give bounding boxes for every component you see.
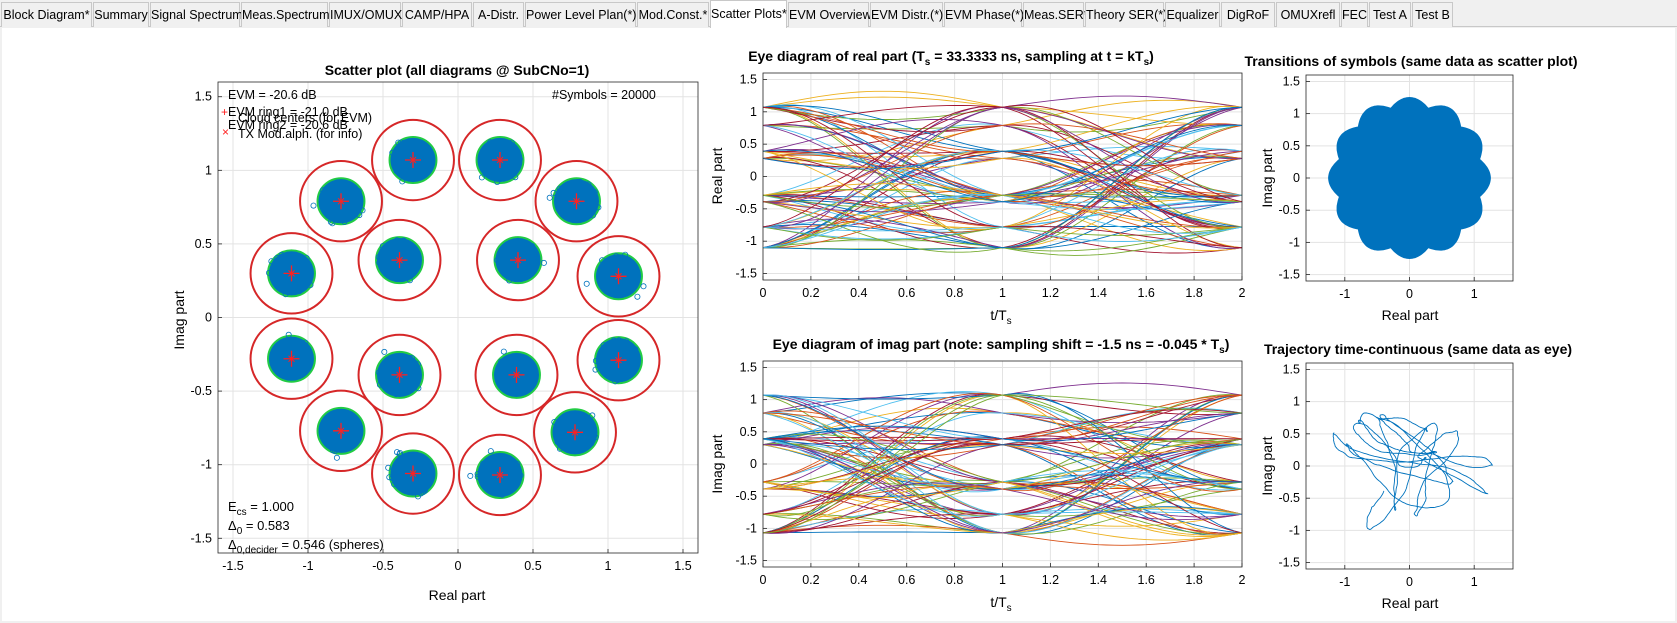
eye-imag-xtick-label: 0.8 — [946, 573, 963, 587]
eye-imag-title: Eye diagram of imag part (note: sampling… — [773, 336, 1230, 356]
scatter-ytick-label: 0 — [205, 311, 212, 325]
trajectory-ytick-label: 1 — [1293, 395, 1300, 409]
transitions-ytick-label: 0.5 — [1283, 139, 1300, 153]
scatter-xtick-label: -0.5 — [372, 559, 394, 573]
scatter-ytick-label: 1.5 — [195, 90, 212, 104]
eye-real-ylabel: Real part — [709, 147, 725, 204]
figure-canvas: Scatter plot (all diagrams @ SubCNo=1) -… — [0, 0, 1677, 623]
eye-real-xtick-label: 0.6 — [898, 286, 915, 300]
eye-imag-xtick-label: 1.2 — [1042, 573, 1059, 587]
scatter-ytick-label: -1 — [201, 458, 212, 472]
eye-real-ytick-label: -0.5 — [735, 202, 757, 216]
eye-imag-xtick-label: 0 — [760, 573, 767, 587]
transitions-plot: Transitions of symbols (same data as sca… — [1245, 53, 1578, 323]
eye-real-ytick-label: -1.5 — [735, 267, 757, 281]
scatter-plot: Scatter plot (all diagrams @ SubCNo=1) -… — [171, 62, 698, 603]
scatter-xtick-label: 1.5 — [674, 559, 691, 573]
eye-imag-ytick-label: 0 — [750, 457, 757, 471]
eye-real-xtick-label: 0.4 — [850, 286, 867, 300]
scatter-xtick-label: 1 — [605, 559, 612, 573]
trajectory-ytick-label: 0.5 — [1283, 427, 1300, 441]
transitions-ytick-label: 1.5 — [1283, 74, 1300, 88]
trajectory-ytick-label: -1.5 — [1278, 556, 1300, 570]
trajectory-xtick-label: -1 — [1339, 575, 1350, 589]
transitions-ylabel: Imag part — [1259, 148, 1275, 207]
eye-imag-xlabel: t/Ts — [990, 594, 1011, 614]
scatter-plot-title: Scatter plot (all diagrams @ SubCNo=1) — [325, 62, 590, 78]
eye-real-ytick-label: 0 — [750, 170, 757, 184]
scatter-xtick-label: -1.5 — [222, 559, 244, 573]
eye-imag-ytick-label: -1.5 — [735, 554, 757, 568]
eye-imag-ytick-label: 1.5 — [740, 360, 757, 374]
eye-imag-xtick-label: 0.2 — [802, 573, 819, 587]
transitions-title: Transitions of symbols (same data as sca… — [1245, 53, 1578, 69]
eye-real-xtick-label: 0.2 — [802, 286, 819, 300]
eye-imag-ytick-label: -0.5 — [735, 489, 757, 503]
trajectory-ylabel: Imag part — [1259, 436, 1275, 495]
scatter-xtick-label: 0 — [455, 559, 462, 573]
eye-real-ytick-label: 1.5 — [740, 72, 757, 86]
evm-readout: EVM = -20.6 dB — [228, 88, 317, 102]
scatter-ylabel: Imag part — [171, 290, 187, 349]
eye-real-title: Eye diagram of real part (Ts = 33.3333 n… — [748, 48, 1154, 68]
eye-imag-ytick-label: 0.5 — [740, 425, 757, 439]
scatter-ytick-label: -1.5 — [190, 531, 212, 545]
trajectory-xtick-label: 0 — [1406, 575, 1413, 589]
trajectory-ytick-label: 1.5 — [1283, 362, 1300, 376]
scatter-legend: + Cloud centers (for EVM) EVM ring1 = -2… — [221, 105, 372, 141]
eye-real-xtick-label: 0 — [760, 286, 767, 300]
trajectory-xlabel: Real part — [1382, 595, 1439, 611]
eye-imag-ytick-label: 1 — [750, 393, 757, 407]
transitions-ytick-label: -1 — [1289, 235, 1300, 249]
legend-tx-mod-alph: TX Mod.alph. (for info) — [238, 127, 362, 141]
eye-real-ytick-label: 0.5 — [740, 137, 757, 151]
eye-real-xtick-label: 2 — [1239, 286, 1246, 300]
symbols-count: #Symbols = 20000 — [552, 88, 656, 102]
trajectory-ytick-label: -1 — [1289, 523, 1300, 537]
transitions-xtick-label: 0 — [1406, 287, 1413, 301]
trajectory-title: Trajectory time-continuous (same data as… — [1264, 341, 1572, 357]
eye-imag-xtick-label: 1.6 — [1138, 573, 1155, 587]
trajectory-plot: Trajectory time-continuous (same data as… — [1259, 341, 1572, 611]
eye-real-xtick-label: 1.6 — [1138, 286, 1155, 300]
eye-real-xtick-label: 1.4 — [1090, 286, 1107, 300]
eye-real-ytick-label: -1 — [746, 234, 757, 248]
eye-real-ytick-label: 1 — [750, 105, 757, 119]
eye-real-xtick-label: 0.8 — [946, 286, 963, 300]
eye-imag-xtick-label: 0.4 — [850, 573, 867, 587]
trajectory-xtick-label: 1 — [1471, 575, 1478, 589]
transitions-ytick-label: -1.5 — [1278, 268, 1300, 282]
eye-real-xtick-label: 1.8 — [1185, 286, 1202, 300]
eye-imag-xtick-label: 2 — [1239, 573, 1246, 587]
transitions-xtick-label: -1 — [1339, 287, 1350, 301]
eye-real-xtick-label: 1 — [999, 286, 1006, 300]
legend-evm-ring1: EVM ring1 = -21.0 dB — [228, 105, 348, 119]
trajectory-ytick-label: 0 — [1293, 459, 1300, 473]
scatter-xtick-label: -1 — [302, 559, 313, 573]
eye-imag-xtick-label: 1.4 — [1090, 573, 1107, 587]
transitions-ytick-label: -0.5 — [1278, 203, 1300, 217]
eye-imag-xtick-label: 1 — [999, 573, 1006, 587]
legend-marker-plus: + — [221, 105, 228, 119]
trajectory-ytick-label: -0.5 — [1278, 491, 1300, 505]
scatter-ytick-label: 0.5 — [195, 237, 212, 251]
transitions-ytick-label: 1 — [1293, 107, 1300, 121]
eye-imag-xtick-label: 1.8 — [1185, 573, 1202, 587]
legend-marker-x: × — [222, 125, 229, 139]
eye-real-xlabel: t/Ts — [990, 307, 1011, 327]
scatter-ytick-label: -0.5 — [190, 384, 212, 398]
eye-imag-ytick-label: -1 — [746, 521, 757, 535]
scatter-xlabel: Real part — [429, 587, 486, 603]
eye-imag-xtick-label: 0.6 — [898, 573, 915, 587]
eye-diagram-imag: Eye diagram of imag part (note: sampling… — [709, 336, 1246, 614]
eye-diagram-real: Eye diagram of real part (Ts = 33.3333 n… — [709, 48, 1246, 327]
scatter-ytick-label: 1 — [205, 163, 212, 177]
eye-imag-ylabel: Imag part — [709, 434, 725, 493]
eye-real-xtick-label: 1.2 — [1042, 286, 1059, 300]
transitions-xlabel: Real part — [1382, 307, 1439, 323]
scatter-xtick-label: 0.5 — [524, 559, 541, 573]
transitions-xtick-label: 1 — [1471, 287, 1478, 301]
transitions-ytick-label: 0 — [1293, 171, 1300, 185]
